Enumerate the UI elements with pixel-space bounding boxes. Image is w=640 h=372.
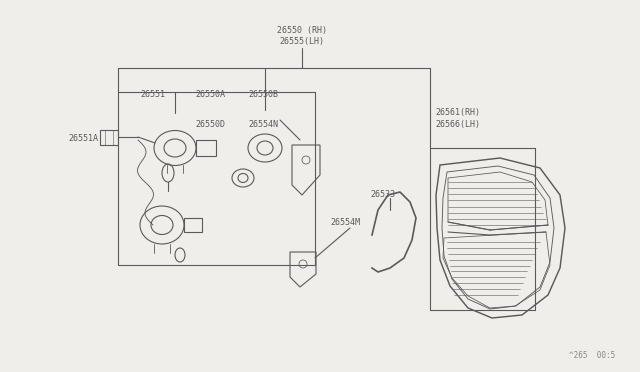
Text: 26550B: 26550B bbox=[248, 90, 278, 99]
Text: ^265  00:5: ^265 00:5 bbox=[569, 351, 615, 360]
Text: 26550 (RH): 26550 (RH) bbox=[277, 26, 327, 35]
Text: 26533: 26533 bbox=[370, 190, 395, 199]
Text: 26550D: 26550D bbox=[195, 120, 225, 129]
Text: 26550A: 26550A bbox=[195, 90, 225, 99]
Text: 26561(RH): 26561(RH) bbox=[435, 108, 480, 117]
Text: 26551: 26551 bbox=[140, 90, 165, 99]
Text: 26554N: 26554N bbox=[248, 120, 278, 129]
Text: 26551A: 26551A bbox=[68, 134, 98, 143]
Text: 26566(LH): 26566(LH) bbox=[435, 120, 480, 129]
Text: 26555(LH): 26555(LH) bbox=[280, 37, 324, 46]
Text: 26554M: 26554M bbox=[330, 218, 360, 227]
